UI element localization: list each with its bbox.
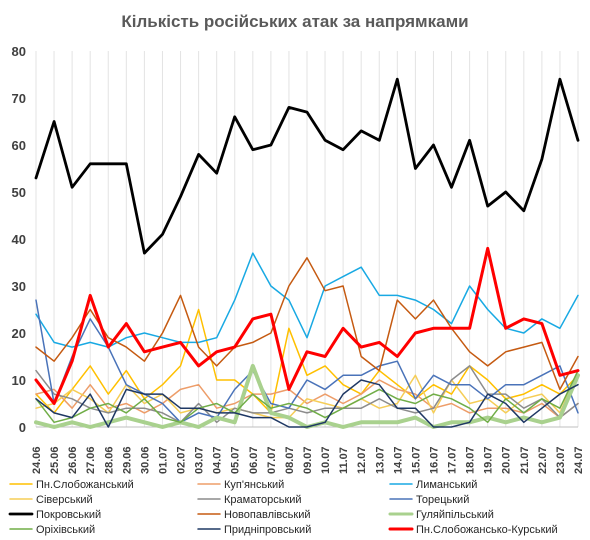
vertical-gridlines xyxy=(35,51,579,427)
legend-label: Гуляйпільський xyxy=(416,509,494,521)
legend-label: Сіверський xyxy=(36,494,93,506)
legend-label: Покровський xyxy=(36,509,101,521)
x-tick-label: 20.07 xyxy=(501,446,513,474)
y-tick-label: 0 xyxy=(19,420,26,435)
x-tick-label: 14.07 xyxy=(392,446,404,474)
x-tick-label: 11.07 xyxy=(338,447,350,474)
series-11 xyxy=(34,246,580,405)
x-tick-label: 29.06 xyxy=(121,446,133,474)
legend-item: Новопавлівський xyxy=(197,509,310,521)
x-tick-label: 26.06 xyxy=(67,446,79,474)
x-tick-label: 01.07 xyxy=(157,446,169,474)
series-line xyxy=(35,308,579,414)
legend-item: Придніпровський xyxy=(197,524,311,536)
legend-item: Пн.Слобожанський xyxy=(9,479,134,491)
legend-label: Новопавлівський xyxy=(224,509,310,521)
x-tick-label: 10.07 xyxy=(320,446,332,474)
x-tick-label: 23.07 xyxy=(555,446,567,474)
legend-label: Пн.Слобожанський xyxy=(36,479,134,491)
x-tick-label: 12.07 xyxy=(356,446,368,474)
chart-title: Кількість російських атак за напрямками xyxy=(121,12,468,31)
series-7 xyxy=(35,257,579,391)
legend-item: Гуляйпільський xyxy=(388,509,494,521)
x-tick-label: 03.07 xyxy=(194,446,206,474)
series-5 xyxy=(35,299,579,424)
x-tick-label: 07.07 xyxy=(266,446,278,474)
x-tick-label: 21.07 xyxy=(519,446,531,474)
y-tick-label: 30 xyxy=(12,279,26,294)
series-lines xyxy=(34,77,580,429)
y-tick-label: 10 xyxy=(12,373,26,388)
y-tick-label: 50 xyxy=(12,185,26,200)
legend-item: Куп'янський xyxy=(197,479,284,491)
series-9 xyxy=(35,369,579,424)
series-line xyxy=(35,299,579,424)
y-tick-label: 80 xyxy=(12,44,26,59)
legend-label: Краматорський xyxy=(224,494,302,506)
x-tick-label: 09.07 xyxy=(302,446,314,474)
x-tick-label: 24.06 xyxy=(31,446,43,474)
series-line xyxy=(35,369,579,424)
x-tick-label: 22.07 xyxy=(537,446,549,474)
x-tick-label: 08.07 xyxy=(284,446,296,474)
series-line xyxy=(35,257,579,391)
y-axis: 0 10 20 30 40 50 60 70 80 xyxy=(12,44,26,435)
legend-label: Придніпровський xyxy=(224,524,311,536)
legend-item: Покровський xyxy=(8,509,101,521)
x-tick-label: 18.07 xyxy=(465,446,477,474)
series-1 xyxy=(35,379,579,419)
legend: Пн.Слобожанський Куп'янський Лиманський Сів… xyxy=(8,479,558,536)
x-tick-label: 02.07 xyxy=(176,446,188,474)
series-line xyxy=(35,252,579,348)
legend-item: Торецький xyxy=(389,494,469,506)
series-line xyxy=(35,379,579,428)
x-tick-label: 17.07 xyxy=(447,446,459,474)
x-tick-label: 27.06 xyxy=(85,446,97,474)
series-line xyxy=(35,379,579,419)
x-tick-label: 19.07 xyxy=(483,446,495,474)
x-tick-label: 28.06 xyxy=(103,446,115,474)
x-tick-label: 06.07 xyxy=(248,446,260,474)
legend-item: Краматорський xyxy=(197,494,302,506)
legend-item: Сіверський xyxy=(9,494,93,506)
x-tick-label: 13.07 xyxy=(374,446,386,474)
legend-label: Лиманський xyxy=(416,479,477,491)
x-tick-label: 24.07 xyxy=(573,446,585,474)
x-tick-label: 15.07 xyxy=(410,446,422,474)
legend-label: Пн.Слобожансько-Курський xyxy=(416,524,558,536)
legend-item: Оріхівський xyxy=(9,524,95,536)
y-tick-label: 70 xyxy=(12,91,26,106)
x-tick-label: 25.06 xyxy=(49,446,61,474)
series-line xyxy=(34,77,580,255)
legend-label: Куп'янський xyxy=(224,479,284,491)
legend-label: Оріхівський xyxy=(36,524,95,536)
legend-item: Пн.Слобожансько-Курський xyxy=(388,524,558,536)
series-2 xyxy=(35,252,579,348)
x-tick-label: 05.07 xyxy=(230,446,242,474)
x-tick-label: 04.07 xyxy=(212,446,224,474)
x-axis: 24.06 25.06 26.06 27.06 28.06 29.06 30.06 01.07… xyxy=(31,426,585,474)
legend-item: Лиманський xyxy=(389,479,477,491)
y-tick-label: 60 xyxy=(12,138,26,153)
legend-label: Торецький xyxy=(416,494,469,506)
y-tick-label: 40 xyxy=(12,232,26,247)
y-tick-label: 20 xyxy=(12,326,26,341)
series-line xyxy=(34,246,580,405)
series-0 xyxy=(35,308,579,414)
series-6 xyxy=(34,77,580,255)
series-10 xyxy=(35,379,579,428)
x-tick-label: 16.07 xyxy=(428,446,440,474)
x-tick-label: 30.06 xyxy=(139,446,151,474)
